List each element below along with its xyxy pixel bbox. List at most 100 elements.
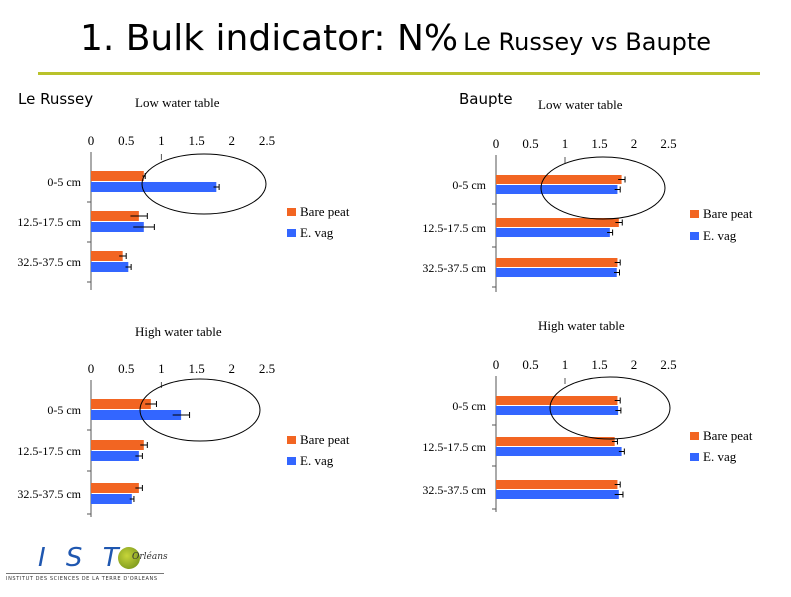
- x-tick-label: 0: [88, 133, 95, 148]
- chart-2: Low water table 0 0.5 1 1.5 2 2.5 0-5 cm 12.5-17…: [422, 97, 753, 292]
- x-tick-label: 2.5: [259, 133, 275, 148]
- chart-4: High water table 0 0.5 1 1.5 2 2.5 0-5 cm 12.5-1…: [422, 318, 753, 512]
- chart-title: Low water table: [135, 95, 220, 110]
- category-label: 12.5-17.5 cm: [422, 440, 486, 454]
- chart-3: High water table 0 0.5 1 1.5 2 2.5 0-5 cm 12.5-1…: [17, 324, 350, 517]
- legend-swatch: [287, 436, 296, 444]
- bar-e-vag: [91, 262, 129, 272]
- x-tick-label: 0: [493, 357, 500, 372]
- site-label-baupte: Baupte: [459, 90, 513, 108]
- legend-label: E. vag: [703, 449, 737, 464]
- legend-swatch: [287, 208, 296, 216]
- bar-bare-peat: [91, 171, 144, 181]
- bar-e-vag: [496, 406, 619, 415]
- bar-bare-peat: [91, 440, 144, 450]
- category-label: 12.5-17.5 cm: [17, 444, 81, 458]
- bar-bare-peat: [91, 483, 139, 493]
- x-tick-label: 0: [493, 136, 500, 151]
- x-tick-label: 2.5: [660, 136, 676, 151]
- x-tick-label: 0.5: [522, 136, 538, 151]
- legend-label: E. vag: [300, 225, 334, 240]
- category-label: 32.5-37.5 cm: [422, 483, 486, 497]
- bar-e-vag: [91, 182, 217, 192]
- bar-e-vag: [496, 447, 622, 456]
- category-label: 0-5 cm: [47, 403, 81, 417]
- slide-title-main: 1. Bulk indicator: N%: [79, 18, 459, 59]
- legend-swatch: [690, 210, 699, 218]
- x-tick-label: 2: [229, 361, 236, 376]
- logo-small-text: Orléans: [132, 552, 168, 562]
- bar-e-vag: [496, 268, 617, 277]
- legend-label: Bare peat: [300, 204, 350, 219]
- bar-bare-peat: [91, 211, 139, 221]
- logo-emblem-icon: [118, 547, 140, 569]
- legend-label: Bare peat: [300, 432, 350, 447]
- bar-bare-peat: [496, 175, 622, 184]
- highlight-ellipse: [549, 376, 671, 440]
- category-label: 0-5 cm: [452, 399, 486, 413]
- slide-title-sub: Le Russey vs Baupte: [463, 28, 712, 56]
- site-label-le-russey: Le Russey: [18, 90, 94, 108]
- bar-e-vag: [496, 490, 619, 499]
- bar-e-vag: [91, 494, 132, 504]
- x-tick-label: 0.5: [522, 357, 538, 372]
- bar-bare-peat: [496, 218, 619, 227]
- chart-title: Low water table: [538, 97, 623, 112]
- x-tick-label: 1: [562, 357, 569, 372]
- highlight-ellipse: [141, 153, 267, 215]
- highlight-ellipse: [139, 378, 261, 442]
- logo-text: I S T: [38, 543, 125, 573]
- bar-bare-peat: [496, 437, 615, 446]
- chart-title: High water table: [135, 324, 222, 339]
- logo-divider: [6, 573, 164, 574]
- legend-swatch: [690, 453, 699, 461]
- category-label: 12.5-17.5 cm: [17, 215, 81, 229]
- x-tick-label: 1: [158, 133, 165, 148]
- category-label: 0-5 cm: [452, 178, 486, 192]
- x-tick-label: 2.5: [660, 357, 676, 372]
- x-tick-label: 2: [229, 133, 236, 148]
- bar-bare-peat: [496, 258, 618, 267]
- category-label: 12.5-17.5 cm: [422, 221, 486, 235]
- x-tick-label: 2: [631, 136, 638, 151]
- x-tick-label: 0: [88, 361, 95, 376]
- category-label: 32.5-37.5 cm: [17, 255, 81, 269]
- legend-swatch: [690, 432, 699, 440]
- x-tick-label: 2: [631, 357, 638, 372]
- category-label: 0-5 cm: [47, 175, 81, 189]
- bar-bare-peat: [91, 399, 151, 409]
- category-label: 32.5-37.5 cm: [422, 261, 486, 275]
- bar-bare-peat: [91, 251, 123, 261]
- x-tick-label: 0.5: [118, 133, 134, 148]
- x-tick-label: 1: [562, 136, 569, 151]
- logo-tagline: INSTITUT DES SCIENCES DE LA TERRE D'ORLE…: [6, 576, 158, 582]
- chart-1: Low water table 0 0.5 1 1.5 2 2.5 0-5 cm 12.5-17…: [17, 95, 350, 290]
- slide-title: 1. Bulk indicator: N% Le Russey vs Baupt…: [0, 18, 791, 59]
- x-tick-label: 1.5: [188, 361, 204, 376]
- title-underline: [38, 72, 760, 75]
- highlight-ellipse: [540, 156, 666, 220]
- bar-bare-peat: [496, 480, 618, 489]
- bar-e-vag: [496, 185, 618, 194]
- bar-e-vag: [91, 410, 182, 420]
- x-tick-label: 1: [158, 361, 165, 376]
- legend-swatch: [690, 232, 699, 240]
- bar-e-vag: [496, 228, 610, 237]
- x-tick-label: 1.5: [188, 133, 204, 148]
- legend-swatch: [287, 229, 296, 237]
- x-tick-label: 0.5: [118, 361, 134, 376]
- x-tick-label: 1.5: [591, 136, 607, 151]
- legend-swatch: [287, 457, 296, 465]
- x-tick-label: 1.5: [591, 357, 607, 372]
- legend-label: E. vag: [300, 453, 334, 468]
- legend-label: E. vag: [703, 228, 737, 243]
- bar-bare-peat: [496, 396, 618, 405]
- x-tick-label: 2.5: [259, 361, 275, 376]
- legend-label: Bare peat: [703, 428, 753, 443]
- bar-e-vag: [91, 222, 144, 232]
- ist-logo: I S T Orléans INSTITUT DES SCIENCES DE L…: [6, 543, 168, 587]
- chart-title: High water table: [538, 318, 625, 333]
- bar-e-vag: [91, 451, 139, 461]
- category-label: 32.5-37.5 cm: [17, 487, 81, 501]
